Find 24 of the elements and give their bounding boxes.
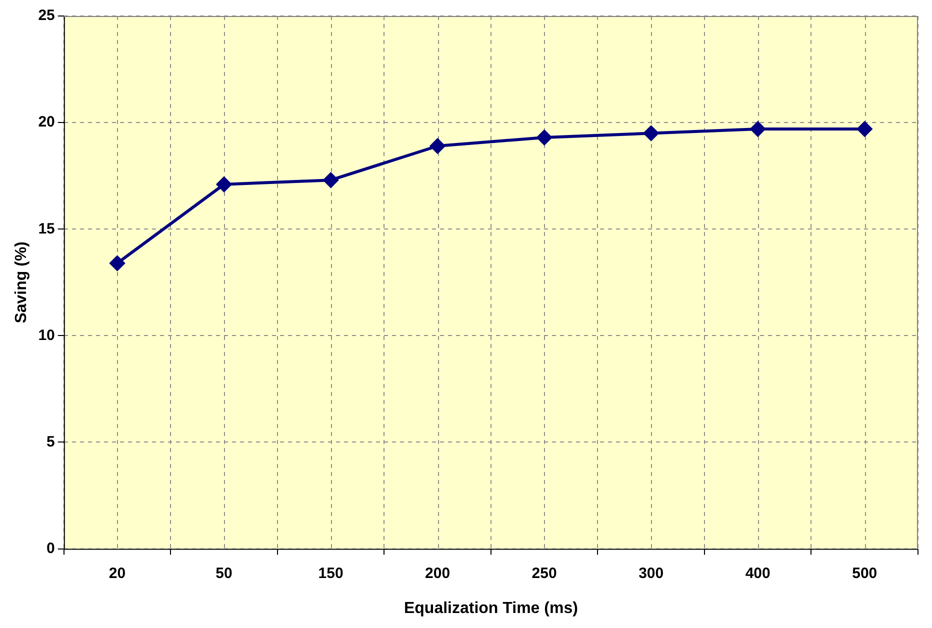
y-axis-title: Saving (%)	[13, 242, 30, 324]
point	[750, 121, 766, 136]
point	[644, 126, 659, 141]
x-tick-label: 250	[532, 564, 557, 582]
y-tick-label: 5	[46, 433, 55, 450]
point	[110, 256, 125, 271]
point	[430, 138, 446, 154]
x-tick-label: 500	[852, 564, 878, 582]
point	[536, 130, 552, 145]
point	[216, 176, 232, 192]
y-tick-label: 20	[38, 114, 55, 131]
y-tick-label: 25	[38, 7, 55, 24]
x-tick-label: 150	[318, 564, 344, 582]
y-tick-label: 0	[46, 540, 55, 557]
x-tick-label: 50	[216, 564, 232, 582]
point	[857, 121, 872, 136]
x-tick-label: 20	[108, 564, 126, 582]
x-axis-title: Equalization Time (ms)	[404, 600, 578, 617]
x-tick-label: 300	[638, 564, 664, 582]
y-tick-label: 10	[38, 326, 55, 344]
x-tick-label: 200	[425, 564, 450, 582]
point	[323, 172, 338, 188]
x-tick-label: 400	[745, 564, 770, 582]
y-tick-label: 15	[38, 220, 55, 238]
